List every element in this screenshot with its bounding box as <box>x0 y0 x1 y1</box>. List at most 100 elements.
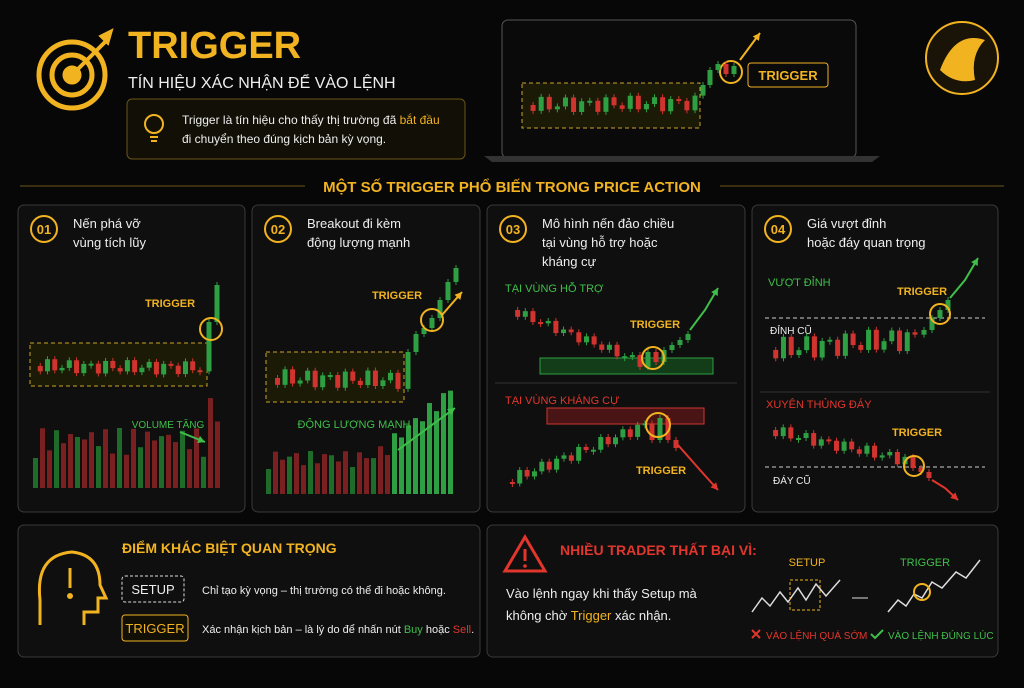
candle <box>579 101 585 112</box>
trigger-circle <box>719 60 743 84</box>
candle <box>673 440 679 448</box>
volume-bar <box>420 421 425 494</box>
candle <box>788 336 794 356</box>
volume-bar <box>413 418 418 494</box>
candle <box>937 310 943 318</box>
volume-bar <box>364 458 369 494</box>
candle <box>395 372 401 389</box>
sell: Sell <box>453 624 471 636</box>
subtitle: TÍN HIỆU XÁC NHẬN ĐỂ VÀO LỆNH <box>128 73 396 92</box>
candle <box>715 64 721 70</box>
candle <box>531 471 537 477</box>
candle <box>305 370 311 381</box>
bulb-icon <box>144 114 164 142</box>
candle <box>95 363 101 374</box>
candle <box>773 350 779 359</box>
arrow-head <box>971 258 978 266</box>
candle <box>413 334 419 352</box>
setup-tag-text: SETUP <box>131 582 174 597</box>
trigger-tag <box>747 62 829 88</box>
candle <box>275 378 281 385</box>
label: TRIGGER <box>636 465 686 477</box>
candle <box>59 367 65 371</box>
candle <box>81 363 87 374</box>
candle <box>643 104 649 110</box>
volume-bar <box>371 458 376 494</box>
candle <box>692 95 698 111</box>
volume-bar <box>343 451 348 494</box>
candle <box>357 380 363 386</box>
candle <box>206 322 212 372</box>
candle <box>327 375 333 378</box>
candle <box>652 97 658 105</box>
candle <box>453 268 459 282</box>
trigger-tag <box>121 614 189 642</box>
label: tại vùng hỗ trợ hoặc <box>542 235 658 250</box>
candle <box>515 310 521 317</box>
candle <box>553 320 559 334</box>
text: xác nhận. <box>615 608 671 623</box>
candle <box>889 330 895 342</box>
candle <box>660 97 666 112</box>
candle <box>835 339 841 356</box>
candle <box>103 360 109 374</box>
candle <box>522 311 528 317</box>
candle <box>546 96 552 110</box>
volume-bar <box>448 390 453 494</box>
candle <box>619 105 625 109</box>
volume-bar <box>89 432 94 488</box>
candle <box>921 330 927 335</box>
candle <box>677 340 683 345</box>
volume-bar <box>308 451 313 494</box>
arrow-head <box>447 408 455 416</box>
volume-bar <box>287 456 292 494</box>
candle <box>282 369 288 385</box>
arrow-head <box>950 492 958 500</box>
label: TRIGGER <box>897 286 947 298</box>
text: Xác nhận kịch bản – là lý do để nhấn nút <box>202 624 401 636</box>
volume-bar <box>82 439 87 488</box>
candle <box>910 456 916 468</box>
candle <box>613 437 619 445</box>
candle <box>546 461 552 470</box>
label: TRIGGER <box>892 427 942 439</box>
candle <box>894 451 900 465</box>
cross-icon <box>751 629 761 639</box>
candle <box>904 332 910 352</box>
number-badge <box>764 215 792 243</box>
trigger-circle <box>913 583 931 601</box>
candle <box>849 441 855 450</box>
candle <box>312 370 318 388</box>
candle <box>437 300 443 318</box>
candle <box>676 99 682 102</box>
candle <box>872 445 878 458</box>
candle <box>773 430 779 437</box>
arrow-head <box>711 288 718 296</box>
candle <box>819 340 825 358</box>
text: hoặc <box>426 624 450 636</box>
difference-title: ĐIỂM KHÁC BIỆT QUAN TRỌNG <box>122 539 337 556</box>
candle <box>576 332 582 343</box>
trigger-circle <box>645 412 671 438</box>
candle <box>405 352 411 389</box>
candle <box>524 470 530 477</box>
volume-bar <box>273 451 278 494</box>
candle <box>599 344 605 350</box>
label: kháng cự <box>542 254 597 269</box>
candle <box>320 375 326 388</box>
candle <box>866 329 872 350</box>
candle <box>554 458 560 470</box>
candle <box>669 345 675 350</box>
label: vùng tích lũy <box>73 235 146 250</box>
warning-panel <box>486 524 999 658</box>
candle <box>611 97 617 106</box>
resistance-zone <box>546 407 705 425</box>
candle <box>657 418 663 440</box>
volume-bar <box>406 425 411 494</box>
candle <box>826 439 832 442</box>
candle <box>622 356 628 359</box>
label: 02 <box>271 222 285 237</box>
candle <box>668 99 674 112</box>
